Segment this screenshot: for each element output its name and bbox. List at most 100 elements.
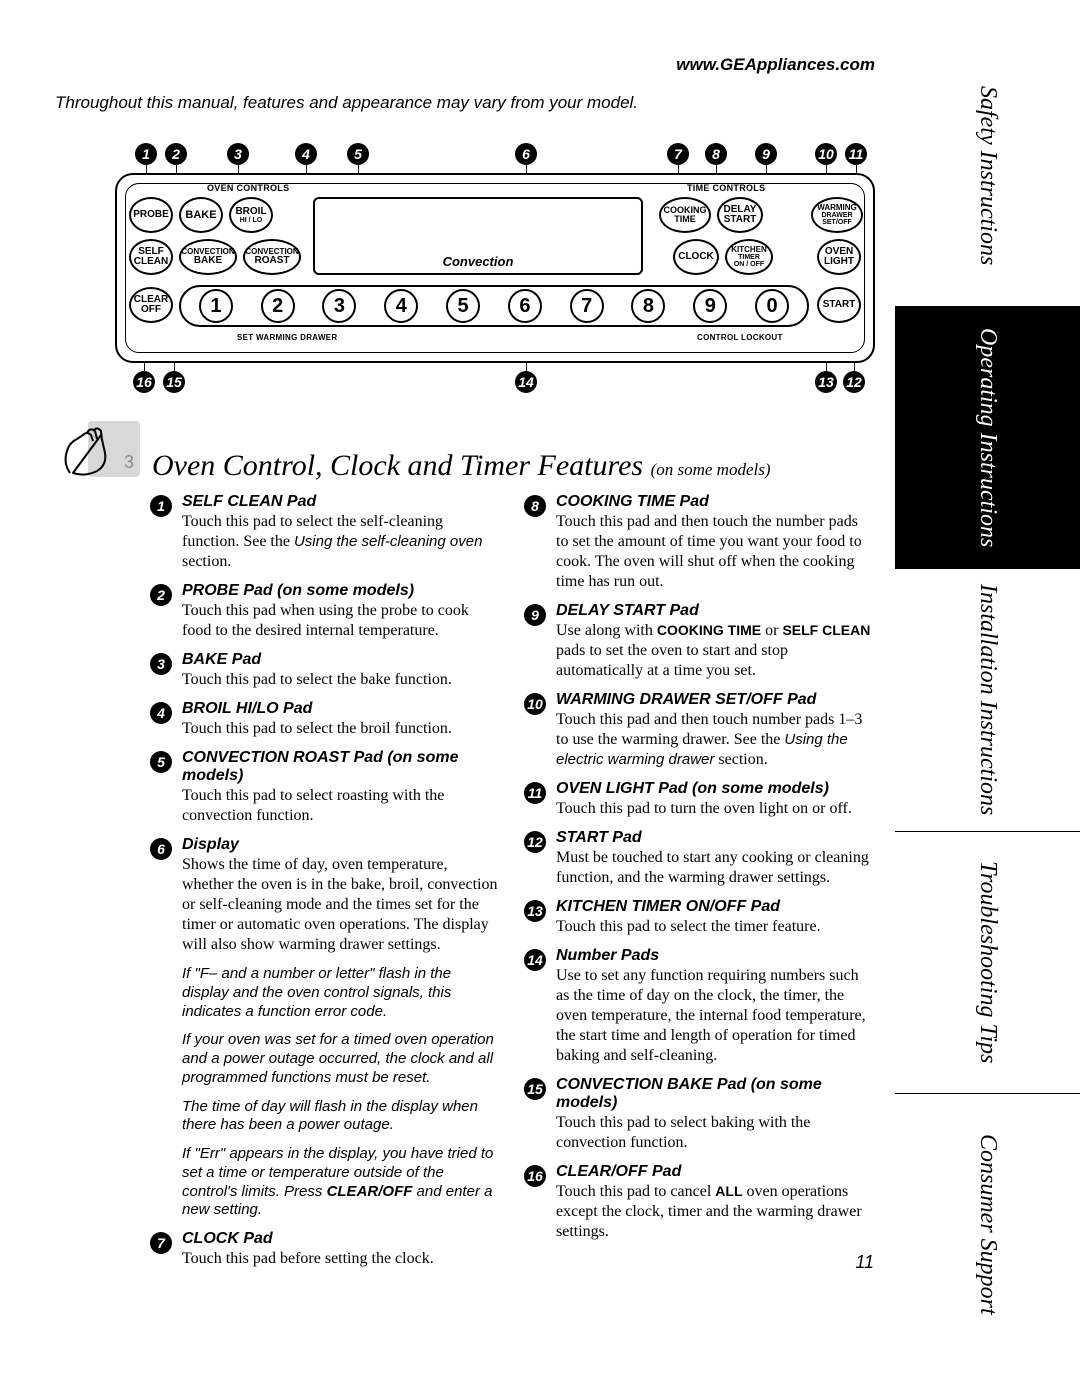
feature-text: Touch this pad to select the broil funct… xyxy=(182,719,500,739)
note: If "Err" appears in the display, you hav… xyxy=(182,1145,500,1220)
hand-icon xyxy=(55,413,140,483)
feature-num: 5 xyxy=(150,751,172,773)
num-pad-2: 2 xyxy=(261,289,295,323)
feature-num: 14 xyxy=(524,949,546,971)
feature-11: 11OVEN LIGHT Pad (on some models)Touch t… xyxy=(524,780,874,819)
num-pad-3: 3 xyxy=(322,289,356,323)
callout-8: 8 xyxy=(705,143,727,165)
tab-operating-instructions[interactable]: Operating Instructions xyxy=(895,307,1080,569)
num-pad-4: 4 xyxy=(384,289,418,323)
feature-title: PROBE Pad (on some models) xyxy=(182,582,500,600)
intro-text: Throughout this manual, features and app… xyxy=(55,93,875,113)
callout-16: 16 xyxy=(133,371,155,393)
callout-15: 15 xyxy=(163,371,185,393)
page-number: 11 xyxy=(524,1252,874,1273)
feature-title: BROIL HI/LO Pad xyxy=(182,700,500,718)
convection-bake-pad: CONVECTIONBAKE xyxy=(179,239,237,275)
num-pad-8: 8 xyxy=(631,289,665,323)
feature-title: DELAY START Pad xyxy=(556,602,874,620)
tab-installation-instructions[interactable]: Installation Instructions xyxy=(895,569,1080,831)
feature-title: CONVECTION ROAST Pad (on some models) xyxy=(182,749,500,785)
feature-8: 8 COOKING TIME PadTouch this pad and then… xyxy=(524,493,874,592)
convection-roast-pad: CONVECTIONROAST xyxy=(243,239,301,275)
feature-16: 16CLEAR/OFF PadTouch this pad to cancel … xyxy=(524,1163,874,1242)
feature-title: CONVECTION BAKE Pad (on some models) xyxy=(556,1076,874,1112)
callout-2: 2 xyxy=(165,143,187,165)
feature-num: 10 xyxy=(524,693,546,715)
feature-10: 10 WARMING DRAWER SET/OFF PadTouch this p… xyxy=(524,691,874,770)
feature-3: 3 BAKE PadTouch this pad to select the ba… xyxy=(150,651,500,690)
cooking-time-pad: COOKINGTIME xyxy=(659,197,711,233)
feature-num: 8 xyxy=(524,495,546,517)
feature-text: Use along with COOKING TIME or SELF CLEA… xyxy=(556,621,874,681)
feature-15: 15 CONVECTION BAKE Pad (on some models)To… xyxy=(524,1076,874,1153)
feature-6: 6DisplayShows the time of day, oven temp… xyxy=(150,836,500,955)
group-oven-label: OVEN CONTROLS xyxy=(207,183,289,193)
num-pad-1: 1 xyxy=(199,289,233,323)
feature-num: 4 xyxy=(150,702,172,724)
bake-pad: BAKE xyxy=(179,197,223,233)
self-clean-pad: SELFCLEAN xyxy=(129,239,173,275)
callout-12: 12 xyxy=(843,371,865,393)
feature-num: 6 xyxy=(150,838,172,860)
callout-9: 9 xyxy=(755,143,777,165)
feature-5: 5 CONVECTION ROAST Pad (on some models)To… xyxy=(150,749,500,826)
clock-pad: CLOCK xyxy=(673,239,719,275)
tab-consumer-support[interactable]: Consumer Support xyxy=(895,1094,1080,1355)
callout-6: 6 xyxy=(515,143,537,165)
convection-label: Convection xyxy=(443,254,514,269)
callout-13: 13 xyxy=(815,371,837,393)
feature-text: Touch this pad to turn the oven light on… xyxy=(556,799,874,819)
tab-troubleshooting-tips[interactable]: Troubleshooting Tips xyxy=(895,832,1080,1094)
feature-num: 2 xyxy=(150,584,172,606)
feature-text: Touch this pad to select baking with the… xyxy=(556,1113,874,1153)
feature-num: 15 xyxy=(524,1078,546,1100)
panel-outline: OVEN CONTROLS TIME CONTROLS PROBE BAKE B… xyxy=(115,173,875,363)
feature-num: 3 xyxy=(150,653,172,675)
num-pad-0: 0 xyxy=(755,289,789,323)
tab-safety-instructions[interactable]: Safety Instructions xyxy=(895,45,1080,307)
feature-9: 9 DELAY START PadUse along with COOKING T… xyxy=(524,602,874,681)
feature-text: Touch this pad to select roasting with t… xyxy=(182,786,500,826)
note: The time of day will flash in the displa… xyxy=(182,1098,500,1136)
url: www.GEAppliances.com xyxy=(55,55,875,75)
note: If your oven was set for a timed oven op… xyxy=(182,1031,500,1087)
side-tabs: Safety InstructionsOperating Instruction… xyxy=(895,45,1080,1355)
note: If "F– and a number or letter" flash in … xyxy=(182,965,500,1021)
feature-text: Use to set any function requiring number… xyxy=(556,966,874,1066)
num-pad-9: 9 xyxy=(693,289,727,323)
feature-num: 11 xyxy=(524,782,546,804)
feature-text: Touch this pad before setting the clock. xyxy=(182,1249,500,1269)
feature-title: WARMING DRAWER SET/OFF Pad xyxy=(556,691,874,709)
feature-text: Touch this pad and then touch the number… xyxy=(556,512,874,592)
callout-5: 5 xyxy=(347,143,369,165)
feature-1: 1SELF CLEAN PadTouch this pad to select … xyxy=(150,493,500,572)
feature-title: Number Pads xyxy=(556,947,874,965)
feature-num: 7 xyxy=(150,1232,172,1254)
control-panel-diagram: 1234567891011 OVEN CONTROLS TIME CONTROL… xyxy=(115,143,875,393)
oven-light-pad: OVENLIGHT xyxy=(817,239,861,275)
feature-num: 13 xyxy=(524,900,546,922)
probe-pad: PROBE xyxy=(129,197,173,233)
feature-title: START Pad xyxy=(556,829,874,847)
kitchen-timer-pad: KITCHENTIMERON / OFF xyxy=(725,239,773,275)
start-pad: START xyxy=(817,287,861,323)
feature-num: 12 xyxy=(524,831,546,853)
delay-start-pad: DELAYSTART xyxy=(717,197,763,233)
feature-2: 2PROBE Pad (on some models)Touch this pa… xyxy=(150,582,500,641)
feature-title: COOKING TIME Pad xyxy=(556,493,874,511)
feature-text: Touch this pad to select the self-cleani… xyxy=(182,512,500,572)
feature-num: 9 xyxy=(524,604,546,626)
callout-11: 11 xyxy=(845,143,867,165)
feature-title: SELF CLEAN Pad xyxy=(182,493,500,511)
feature-text: Touch this pad to select the bake functi… xyxy=(182,670,500,690)
feature-12: 12START PadMust be touched to start any … xyxy=(524,829,874,888)
feature-title: BAKE Pad xyxy=(182,651,500,669)
feature-text: Touch this pad and then touch number pad… xyxy=(556,710,874,770)
feature-text: Touch this pad to cancel ALL oven operat… xyxy=(556,1182,874,1242)
feature-13: 13KITCHEN TIMER ON/OFF PadTouch this pad… xyxy=(524,898,874,937)
callout-3: 3 xyxy=(227,143,249,165)
callout-7: 7 xyxy=(667,143,689,165)
display-screen: Convection xyxy=(313,197,643,275)
feature-title: CLEAR/OFF Pad xyxy=(556,1163,874,1181)
